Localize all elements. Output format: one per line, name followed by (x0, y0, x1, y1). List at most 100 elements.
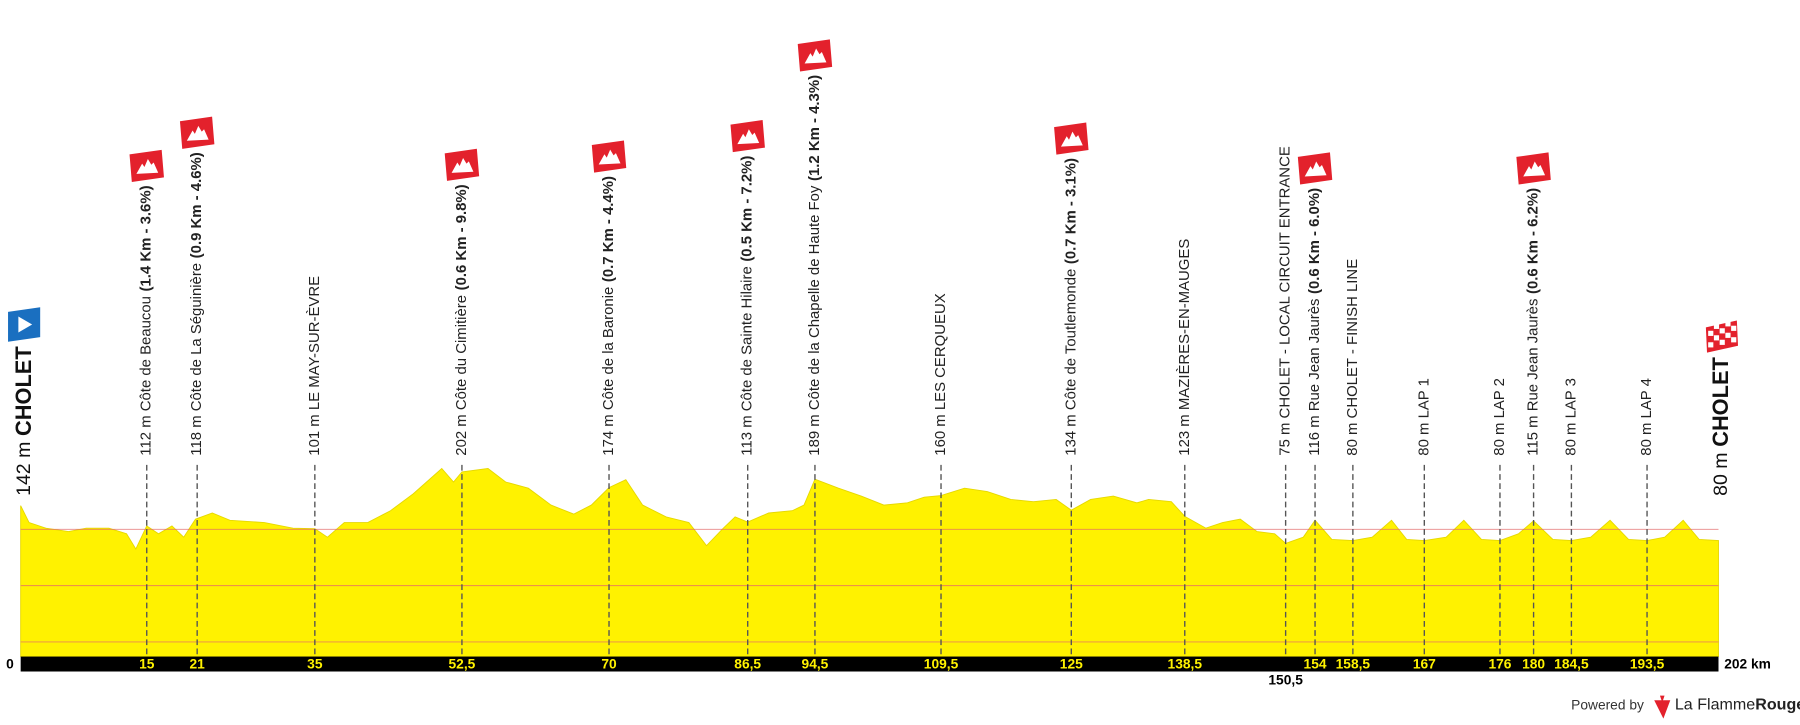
climb-flag (591, 140, 627, 173)
x-tick-label: 86,5 (734, 656, 761, 671)
footer: Powered by La FlammeRouge (1571, 695, 1800, 719)
waypoint-name: 112 m Côte de Beaucou (138, 296, 155, 456)
x-tick-label: 180 (1522, 656, 1545, 671)
x-tick-label: 109,5 (924, 656, 959, 671)
waypoint-label: 118 m Côte de La Séguinière (0.9 Km - 4.6… (188, 152, 205, 455)
flag-mountain (186, 125, 209, 141)
climb-info: (1.4 Km - 3.6%) (138, 185, 155, 291)
x-tick-label: 94,5 (802, 656, 829, 671)
finish-check (1719, 328, 1725, 334)
waypoint-name: 160 m LES CERQUEUX (932, 293, 949, 455)
climb-flag (129, 149, 164, 182)
waypoint-name: 80 m LAP 2 (1491, 378, 1508, 456)
finish-check (1713, 323, 1720, 329)
x-tick-label: 35 (307, 656, 323, 671)
finish-check (1731, 325, 1737, 331)
flag-mountain (1523, 161, 1546, 177)
finish-icon-body (1705, 320, 1739, 353)
climb-flag (179, 116, 215, 149)
waypoint-name: 101 m LE MAY-SUR-ÈVRE (306, 276, 323, 456)
waypoint-label: 80 m LAP 3 (1562, 378, 1579, 456)
waypoint-name: 80 m LAP 4 (1638, 378, 1655, 456)
x-tick-label: 202 km (1724, 656, 1771, 671)
flag-mountain (1304, 161, 1327, 177)
finish-check (1719, 339, 1725, 345)
waypoint-label: 112 m Côte de Beaucou (1.4 Km - 3.6%) (138, 185, 155, 455)
waypoint-name: 80 m LAP 3 (1562, 378, 1579, 456)
finish-check (1708, 342, 1714, 348)
brand: La FlammeRouge (1675, 695, 1800, 713)
finish-check (1708, 330, 1714, 336)
climb-info: (0.6 Km - 6.0%) (1306, 188, 1323, 294)
x-tick-label: 193,5 (1630, 656, 1665, 671)
climb-flag (730, 120, 765, 153)
x-tick-label: 176 (1488, 656, 1511, 671)
waypoint-name: 118 m Côte de La Séguinière (188, 263, 205, 456)
waypoint-label: 101 m LE MAY-SUR-ÈVRE (306, 276, 323, 456)
climb-info: (0.9 Km - 4.6%) (188, 152, 205, 258)
x-tick-label: 125 (1060, 656, 1083, 671)
x-tick-label: 138,5 (1168, 656, 1203, 671)
km-bar (20, 656, 1719, 672)
elevation-area (20, 467, 1719, 658)
waypoint-label: 116 m Rue Jean Jaurès (0.6 Km - 6.0%) (1306, 188, 1323, 456)
start-icon (8, 307, 41, 342)
x-tick-label: 15 (139, 656, 155, 671)
flag-mountain (598, 149, 621, 165)
climb-info: (0.6 Km - 6.2%) (1525, 188, 1542, 294)
waypoint-label: 174 m Côte de la Baronie (0.7 Km - 4.4%) (600, 176, 617, 456)
waypoint-name: 80 m CHOLET - FINISH LINE (1344, 259, 1361, 456)
climb-info: (0.7 Km - 4.4%) (600, 176, 617, 282)
waypoint-label: 80 m LAP 1 (1415, 378, 1432, 456)
start-elevation: 142 m (13, 442, 35, 496)
brand-bold: Rouge (1755, 695, 1800, 713)
waypoint-name: 116 m Rue Jean Jaurès (1306, 299, 1323, 456)
waypoint-label: 134 m Côte de Toutlemonde (0.7 Km - 3.1%) (1062, 158, 1079, 456)
finish-icon (1705, 320, 1739, 353)
finish-elevation: 80 m (1710, 453, 1732, 496)
powered-by: Powered by (1571, 697, 1644, 712)
climb-info: (0.5 Km - 7.2%) (739, 156, 756, 262)
x-tick-label: 184,5 (1554, 656, 1589, 671)
climb-info: (0.7 Km - 3.1%) (1062, 158, 1079, 264)
climb-flag (444, 148, 480, 181)
x-tick-label: 158,5 (1336, 656, 1371, 671)
flag-mountain (1060, 131, 1083, 147)
waypoint-name: 174 m Côte de la Baronie (600, 287, 617, 456)
waypoint-label: 80 m LAP 2 (1491, 378, 1508, 456)
x-tick-label: 0 (6, 656, 14, 671)
finish-check (1713, 335, 1720, 341)
finish-check (1731, 337, 1737, 343)
finish-place: CHOLET (1708, 357, 1733, 447)
waypoint-label: 202 m Côte du Cimitière (0.6 Km - 9.8%) (453, 184, 470, 455)
flag-mountain (737, 129, 760, 145)
brand-text: La Flamme (1675, 695, 1755, 713)
climb-flag (1516, 152, 1551, 185)
waypoint-label: 160 m LES CERQUEUX (932, 293, 949, 455)
waypoint-label: 189 m Côte de la Chapelle de Haute Foy (1… (806, 75, 823, 456)
waypoint-label: 80 m CHOLET - FINISH LINE (1344, 259, 1361, 456)
waypoint-name: 113 m Côte de Sainte Hilaire (739, 266, 756, 455)
start-icon-play (18, 316, 33, 333)
waypoint-label: 80 m LAP 4 (1638, 378, 1655, 456)
waypoint-label: 123 m MAZIÈRES-EN-MAUGES (1176, 239, 1193, 456)
waypoint-name: 75 m CHOLET - LOCAL CIRCUIT ENTRANCE (1277, 146, 1294, 456)
start-label: 142 m CHOLET (11, 346, 36, 496)
flag-mountain (136, 159, 159, 174)
x-tick-label: 167 (1413, 656, 1436, 671)
flag-mountain (451, 157, 474, 173)
climb-flag (797, 39, 833, 72)
waypoint-label: 75 m CHOLET - LOCAL CIRCUIT ENTRANCE (1277, 146, 1294, 456)
climb-flag (1297, 152, 1333, 185)
waypoint-name: 134 m Côte de Toutlemonde (1062, 269, 1079, 456)
waypoint-name: 80 m LAP 1 (1415, 378, 1432, 456)
waypoint-name: 115 m Rue Jean Jaurès (1525, 299, 1542, 456)
x-tick-label: 52,5 (449, 656, 476, 671)
finish-label: 80 m CHOLET (1708, 357, 1733, 496)
finish-check (1725, 321, 1731, 327)
flag-mountain (804, 48, 827, 64)
waypoint-name: 123 m MAZIÈRES-EN-MAUGES (1176, 239, 1193, 456)
waypoint-label: 115 m Rue Jean Jaurès (0.6 Km - 6.2%) (1525, 188, 1542, 456)
